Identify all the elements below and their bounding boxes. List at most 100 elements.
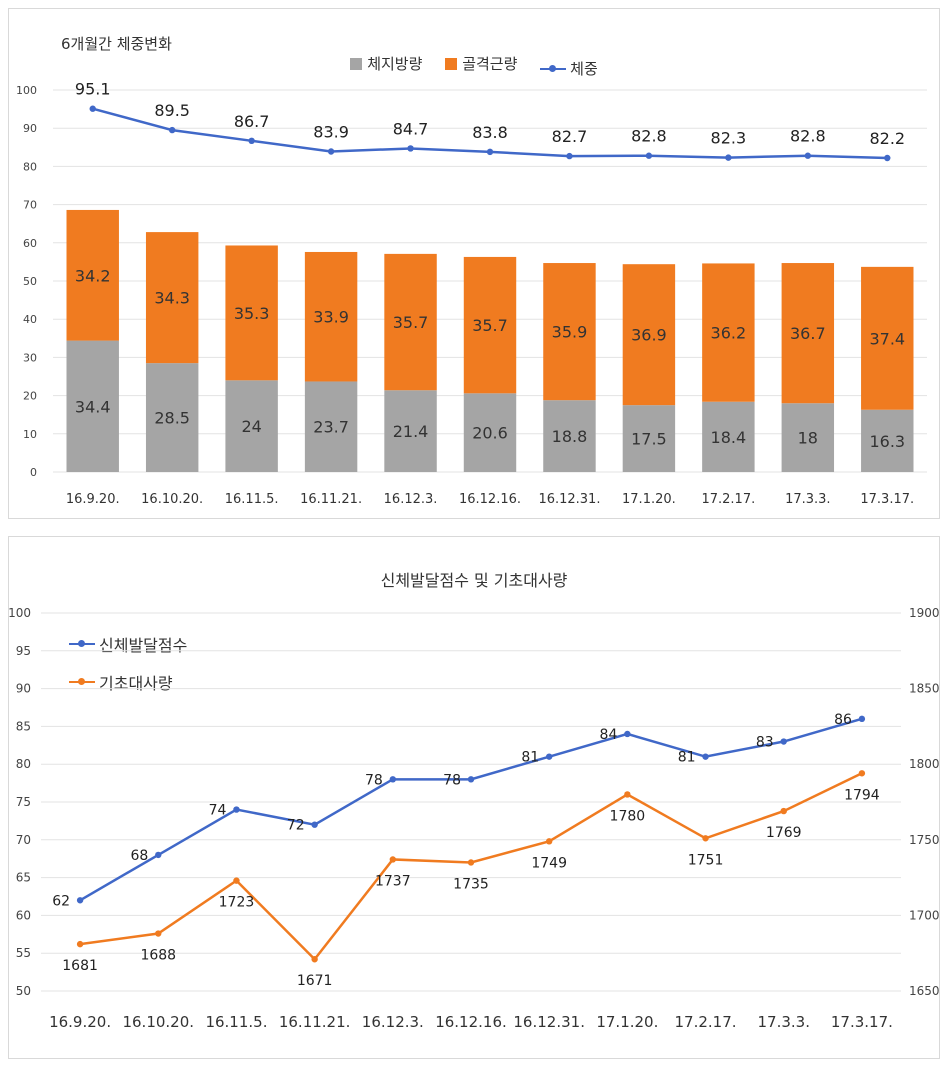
legend-item-weight: 체중 xyxy=(540,58,598,79)
legend-item-muscle: 골격근량 xyxy=(445,53,517,74)
bmr-point xyxy=(780,807,787,815)
x-tick-label: 16.12.31. xyxy=(538,492,600,507)
bar-muscle xyxy=(225,245,278,381)
y-tick-label: 55 xyxy=(16,946,31,960)
score-point xyxy=(233,806,240,813)
data-label-score: 86 xyxy=(834,712,852,728)
y-tick-label: 40 xyxy=(23,313,37,326)
bar-body-fat xyxy=(781,403,835,472)
data-label-muscle: 35.9 xyxy=(552,323,588,342)
y-tick-label: 0 xyxy=(30,466,37,479)
legend-label-weight: 체중 xyxy=(570,60,598,78)
data-label-score: 68 xyxy=(130,848,148,864)
legend-item-score: 신체발달점수 xyxy=(69,625,187,663)
bmr-point xyxy=(155,930,162,937)
data-label-muscle: 33.9 xyxy=(313,308,349,327)
x-tick-label: 16.10.20. xyxy=(141,492,203,507)
data-label-score: 78 xyxy=(365,772,383,788)
data-label-bmr: 1794 xyxy=(844,787,880,803)
data-label-muscle: 34.2 xyxy=(75,266,111,285)
data-label-score: 83 xyxy=(756,735,774,751)
x-tick-label: 16.11.5. xyxy=(205,1013,267,1031)
x-tick-label: 16.9.20. xyxy=(49,1013,111,1031)
data-label-body-fat: 20.6 xyxy=(472,424,508,443)
data-label-body-fat: 34.4 xyxy=(75,397,111,416)
y-tick-label: 90 xyxy=(16,682,31,696)
x-tick-label: 17.1.20. xyxy=(596,1013,658,1031)
data-label-score: 84 xyxy=(600,727,618,743)
data-label-muscle: 35.3 xyxy=(234,304,270,323)
bar-body-fat xyxy=(145,363,199,472)
bar-body-fat xyxy=(622,405,676,472)
y-tick-label: 10 xyxy=(23,428,37,441)
bar-muscle xyxy=(861,266,914,410)
x-tick-label: 16.11.21. xyxy=(300,492,362,507)
bar-muscle xyxy=(145,232,199,364)
score-point xyxy=(702,753,709,760)
x-tick-label: 16.12.3. xyxy=(362,1013,424,1031)
data-label-score: 81 xyxy=(678,750,696,766)
y2-tick-label: 1750 xyxy=(909,833,940,847)
data-label-body-fat: 28.5 xyxy=(154,409,190,428)
weight-point xyxy=(327,148,335,155)
bar-muscle xyxy=(622,264,676,406)
score-bmr-chart-panel: 신체발달점수 및 기초대사량 신체발달점수 기초대사량 50 55 60 65 70 75… xyxy=(8,536,940,1059)
bar-muscle xyxy=(702,263,755,402)
x-tick-label: 16.10.20. xyxy=(122,1013,194,1031)
data-label-weight: 82.8 xyxy=(631,127,667,146)
score-line xyxy=(79,717,863,902)
data-label-bmr: 1737 xyxy=(375,873,411,889)
y-tick-label: 80 xyxy=(16,757,31,771)
y-tick-label: 60 xyxy=(16,908,31,922)
weight-point xyxy=(89,105,96,112)
legend-line-weight xyxy=(540,64,567,72)
bar-body-fat xyxy=(66,340,119,472)
score-point xyxy=(545,753,553,760)
bar-body-fat xyxy=(225,380,278,472)
data-label-body-fat: 23.7 xyxy=(313,418,349,437)
bmr-point xyxy=(311,956,318,963)
x-tick-label: 17.3.17. xyxy=(860,492,914,507)
data-label-bmr: 1751 xyxy=(688,852,724,868)
data-label-muscle: 36.9 xyxy=(631,326,667,345)
bmr-point xyxy=(467,859,475,866)
legend-label-body-fat: 체지방량 xyxy=(367,55,423,73)
weight-point xyxy=(486,148,494,156)
bar-muscle xyxy=(781,263,835,404)
y-tick-label: 100 xyxy=(16,84,37,97)
data-label-bmr: 1780 xyxy=(610,808,646,824)
bmr-point xyxy=(545,838,553,845)
data-label-weight: 84.7 xyxy=(393,119,429,138)
bar-body-fat xyxy=(384,390,437,472)
data-label-muscle: 36.7 xyxy=(790,324,826,343)
weight-point xyxy=(248,137,255,145)
bar-body-fat xyxy=(543,400,596,472)
legend-label-muscle: 골격근량 xyxy=(462,55,518,73)
legend-item-body-fat: 체지방량 xyxy=(350,53,422,74)
legend-line-bmr xyxy=(69,678,95,685)
data-label-score: 78 xyxy=(443,772,461,788)
x-tick-label: 16.11.21. xyxy=(279,1013,351,1031)
weight-point xyxy=(168,126,176,134)
data-label-muscle: 34.3 xyxy=(154,289,190,308)
bmr-point xyxy=(76,940,84,948)
y-tick-label: 30 xyxy=(23,351,37,364)
bar-muscle xyxy=(384,253,437,391)
bar-body-fat xyxy=(463,393,517,472)
y-tick-label: 100 xyxy=(8,606,31,620)
legend-line-score xyxy=(69,640,95,647)
data-label-body-fat: 24 xyxy=(241,417,261,436)
y-tick-label: 95 xyxy=(16,644,31,658)
bar-muscle xyxy=(66,209,119,341)
y-tick-label: 90 xyxy=(23,122,37,135)
data-label-weight: 82.8 xyxy=(790,127,826,146)
bar-body-fat xyxy=(702,401,755,472)
x-tick-label: 16.9.20. xyxy=(66,492,120,507)
x-tick-label: 17.2.17. xyxy=(675,1013,737,1031)
weight-point xyxy=(884,154,891,162)
data-label-body-fat: 18.4 xyxy=(711,428,747,447)
score-point xyxy=(311,821,318,828)
data-label-body-fat: 16.3 xyxy=(869,432,905,451)
data-label-score: 74 xyxy=(209,803,227,819)
data-label-bmr: 1681 xyxy=(62,958,98,974)
